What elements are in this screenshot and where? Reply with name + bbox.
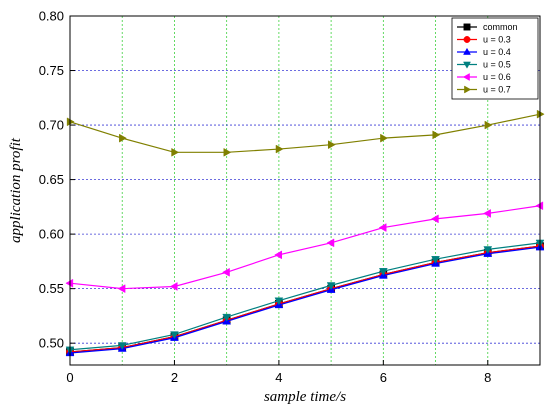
series-line: [69, 242, 541, 351]
axes: 0 2 4 6 8 0.50 0.55 0.60 0.65 0.70 0.75 0.80: [39, 9, 492, 386]
data-point: [378, 223, 387, 232]
legend-label: u = 0.4: [483, 47, 511, 57]
series-u-0-6: [65, 201, 544, 294]
legend-label: u = 0.7: [483, 85, 511, 95]
series-line: [69, 245, 541, 353]
legend-marker: [463, 47, 471, 55]
series-u-0-3: [66, 242, 544, 356]
plot-frame: [69, 15, 541, 366]
data-point: [380, 133, 388, 143]
data-point: [274, 297, 284, 306]
legend-label: u = 0.6: [483, 72, 511, 82]
data-point: [169, 282, 178, 291]
x-tick-label: 8: [484, 370, 491, 385]
legend-marker: [463, 23, 471, 31]
data-point: [327, 140, 336, 150]
data-point: [170, 331, 179, 340]
series-u-0-4: [65, 242, 545, 357]
series-line: [69, 205, 541, 290]
y-tick-label: 0.65: [39, 172, 64, 187]
series-line: [69, 245, 541, 353]
data-point: [430, 214, 439, 224]
legend-marker: [462, 73, 470, 81]
data-point: [66, 117, 75, 127]
data-point: [117, 284, 126, 294]
x-axis-title: sample time/s: [264, 389, 346, 405]
legend-label: u = 0.3: [483, 35, 511, 45]
y-axis-title: application profit: [8, 137, 24, 243]
series-line: [69, 113, 541, 153]
data-point: [223, 147, 232, 157]
data-point: [483, 209, 491, 218]
data-point: [326, 282, 336, 291]
data-point: [535, 201, 544, 211]
y-tick-label: 0.75: [39, 63, 64, 78]
data-point: [222, 267, 230, 277]
x-tick-label: 6: [380, 370, 387, 385]
y-tick-label: 0.50: [39, 336, 64, 351]
series-common: [66, 242, 544, 356]
data-point: [378, 268, 388, 276]
y-tick-label: 0.60: [39, 227, 64, 242]
data-point: [65, 278, 74, 288]
data-point: [536, 109, 545, 119]
data-point: [275, 144, 284, 154]
legend-marker: [463, 61, 471, 69]
legend-label: u = 0.5: [483, 60, 511, 70]
data-point: [117, 342, 127, 351]
y-tick-label: 0.55: [39, 281, 64, 296]
series-u-0-7: [66, 109, 545, 157]
series-u-0-5: [65, 239, 545, 355]
data-point: [484, 120, 493, 130]
data-point: [119, 133, 127, 143]
data-point: [274, 250, 283, 260]
data-point: [326, 238, 335, 248]
legend: common u = 0.3 u = 0.4 u = 0.5 u = 0.6 u = 0.…: [451, 17, 539, 100]
legend-marker: [463, 36, 471, 43]
legend-label: common: [483, 22, 518, 32]
x-tick-label: 2: [171, 370, 178, 385]
legend-marker: [464, 85, 472, 94]
data-point: [171, 147, 180, 157]
series-layer: [65, 109, 545, 357]
y-tick-label: 0.70: [39, 118, 64, 133]
series-line: [69, 246, 541, 354]
data-point: [483, 246, 493, 255]
y-tick-label: 0.80: [39, 9, 64, 24]
data-point: [222, 313, 232, 322]
x-tick-label: 4: [275, 370, 282, 385]
legend-box: [451, 17, 539, 100]
x-tick-label: 0: [66, 370, 73, 385]
data-point: [431, 256, 440, 264]
data-point: [432, 130, 441, 140]
